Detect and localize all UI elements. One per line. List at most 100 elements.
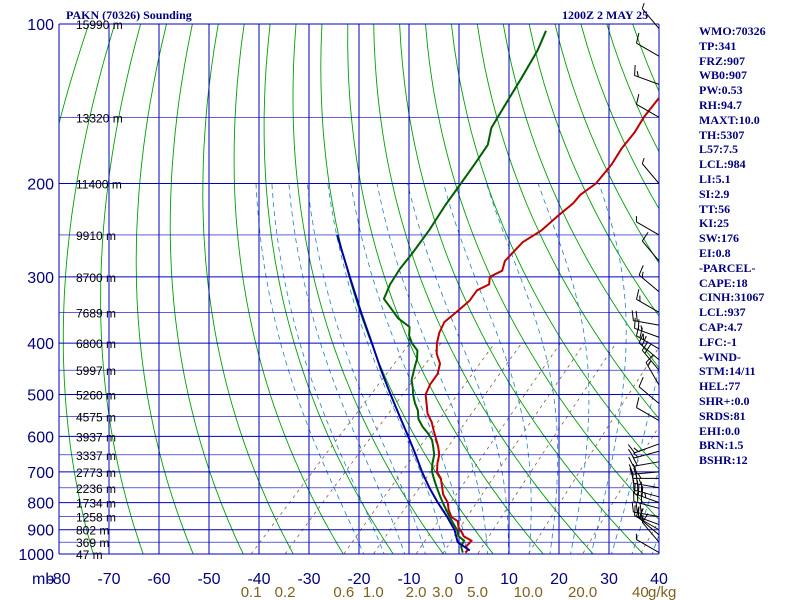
wind-barb-staff [638, 342, 660, 361]
height-label: 9910 m [76, 229, 116, 243]
wind-barb [634, 317, 660, 338]
index-item: CAP:4.7 [699, 319, 743, 334]
index-item: LFC:-1 [699, 334, 737, 349]
pressure-tick-label: 800 [27, 496, 54, 513]
wind-barb [641, 157, 660, 184]
dry-adiabat [762, 24, 800, 565]
wind-barb-flag [635, 94, 640, 105]
wind-barb [635, 325, 660, 350]
wind-barb-staff [633, 489, 660, 498]
index-item: L57:7.5 [699, 142, 738, 157]
index-item: MAXT:10.0 [699, 112, 760, 127]
wind-barb-flag [627, 448, 635, 459]
wind-barb-staff [638, 386, 660, 404]
mixing-ratio-label: 0.2 [275, 584, 296, 600]
dry-adiabat [450, 24, 659, 470]
temperature-tick-label: 40 [650, 571, 668, 588]
pressure-tick-label: 200 [27, 177, 54, 194]
wind-barb [635, 94, 660, 118]
wind-barb-flag [641, 2, 645, 9]
wind-barb-staff [636, 298, 660, 313]
wind-barb-staff [638, 517, 660, 536]
dry-adiabat [425, 24, 659, 521]
wind-barb-flag [635, 310, 638, 322]
index-item: SW:176 [699, 231, 740, 246]
wind-barb-flag [647, 360, 652, 367]
moist-adiabat [327, 183, 447, 554]
wind-barb-flag [638, 479, 642, 485]
index-item: LI:5.1 [699, 171, 731, 186]
dry-adiabat [62, 24, 116, 554]
wind-barb-staff [641, 163, 660, 184]
temperature-tick-label: 20 [550, 571, 568, 588]
height-label: 13320 m [76, 111, 123, 125]
temperature-tick-label: 0 [455, 571, 464, 588]
index-item: STM:14/11 [699, 364, 756, 379]
mixing-ratio-line [372, 342, 523, 554]
index-item: KI:25 [699, 216, 729, 231]
wind-barb-staff [634, 443, 660, 454]
wind-barb [627, 448, 660, 459]
wind-barb [631, 501, 660, 518]
dewpoint-line [382, 30, 547, 553]
index-item: SHR+:0.0 [699, 393, 750, 408]
pressure-tick-label: 1000 [18, 547, 54, 564]
wind-barb-flag [634, 505, 636, 516]
height-label: 3937 m [76, 430, 116, 444]
height-label: 6800 m [76, 337, 116, 351]
height-label: 3337 m [76, 449, 116, 463]
dry-adiabat [502, 24, 659, 369]
wind-barb [635, 32, 660, 57]
wind-barb [629, 468, 659, 479]
pressure-tick-label: 700 [27, 465, 54, 482]
mixing-ratio-label: 1.0 [363, 584, 384, 600]
height-label: 2773 m [76, 466, 116, 480]
temperature-tick-label: -40 [247, 571, 270, 588]
height-label: 1734 m [76, 497, 116, 511]
wind-barb [628, 463, 660, 475]
dry-adiabat [788, 24, 800, 565]
index-item: SRDS:81 [699, 408, 746, 423]
temperature-tick-label: 10 [500, 571, 518, 588]
mixing-ratio-unit: g/kg [648, 584, 676, 600]
wind-barb-staff [634, 515, 660, 526]
index-item: TH:5307 [699, 127, 745, 142]
wind-barb [634, 483, 660, 504]
wind-barb [634, 65, 660, 85]
temperature-tick-label: -80 [47, 571, 70, 588]
wind-barb [638, 265, 660, 293]
index-item: WB0:907 [699, 68, 747, 83]
temperature-tick-label: -50 [197, 571, 220, 588]
wind-barb-flag [633, 447, 639, 452]
moist-adiabat [537, 183, 590, 554]
height-label: 15990 m [76, 18, 123, 32]
wind-barb-staff [641, 8, 660, 29]
index-item: BRN:1.5 [699, 438, 744, 453]
index-item: LCL:937 [699, 305, 746, 320]
wind-barb-flag [637, 484, 640, 496]
index-item: HEL:77 [699, 379, 741, 394]
mixing-ratio-line [442, 342, 585, 554]
height-label: 802 m [76, 524, 109, 538]
pressure-tick-label: 600 [27, 429, 54, 446]
wind-barb-flag [644, 344, 652, 354]
pressure-tick-label: 300 [27, 270, 54, 287]
dry-adiabat [347, 24, 544, 554]
index-item: CINH:31067 [699, 290, 765, 305]
dry-adiabat [263, 24, 394, 554]
height-label: 5997 m [76, 364, 116, 378]
dry-adiabat [233, 24, 344, 554]
wind-barb-flag [634, 483, 636, 494]
index-item: EHI:0.0 [699, 423, 741, 438]
temperature-tick-label: -20 [347, 571, 370, 588]
index-item: -WIND- [699, 349, 741, 364]
wind-barb-staff [634, 493, 660, 504]
wind-barb-flag [627, 444, 635, 454]
moist-adiabat [271, 183, 385, 554]
height-label: 2236 m [76, 482, 116, 496]
wind-barb-staff [641, 349, 660, 371]
wind-barb-staff [634, 327, 660, 338]
wind-barb [638, 376, 660, 404]
index-item: WMO:70326 [699, 24, 766, 38]
